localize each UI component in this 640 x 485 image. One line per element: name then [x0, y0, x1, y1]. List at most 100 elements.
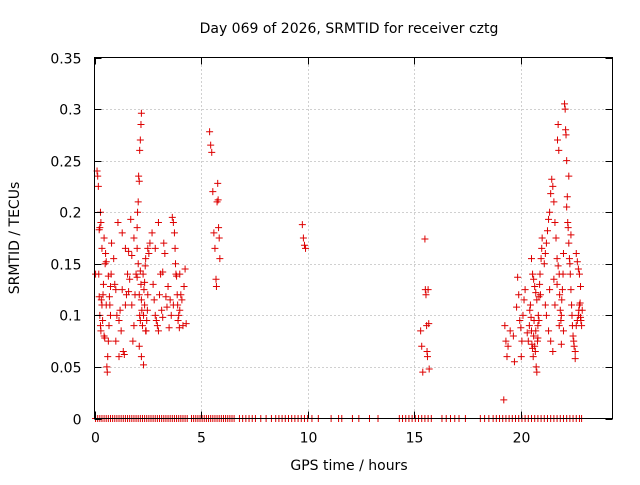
data-point-marker [112, 337, 120, 345]
data-point-marker [141, 262, 149, 270]
data-point-marker [163, 303, 171, 311]
data-point-marker [542, 311, 550, 319]
data-point-marker [529, 353, 537, 361]
data-point-marker [182, 320, 190, 328]
data-point-marker [165, 324, 173, 332]
data-point-marker [503, 353, 511, 361]
data-point-marker [532, 289, 540, 297]
data-point-marker [530, 332, 538, 340]
data-point-marker [106, 301, 114, 309]
data-point-marker [500, 396, 508, 404]
data-point-marker [535, 317, 543, 325]
data-point-marker [100, 234, 108, 242]
y-axis-label: SRMTID / TECUs [7, 182, 23, 295]
data-point-marker [175, 324, 183, 332]
data-point-marker [112, 286, 120, 294]
plot-frame [94, 57, 613, 419]
data-point-marker [509, 332, 517, 340]
data-point-marker [537, 255, 545, 263]
data-point-marker [116, 306, 124, 314]
data-point-marker [125, 247, 133, 255]
data-point-marker [140, 311, 148, 319]
data-point-marker [559, 327, 567, 335]
data-point-marker [557, 311, 565, 319]
data-point-marker [545, 327, 553, 335]
data-point-marker [98, 244, 106, 252]
data-point-marker [215, 234, 223, 242]
data-point-marker [118, 229, 126, 237]
x-tick-label: 15 [406, 431, 424, 447]
data-point-marker [548, 175, 556, 183]
data-point-marker [299, 234, 307, 242]
data-point-marker [97, 219, 105, 227]
data-point-marker [568, 311, 576, 319]
data-point-marker [136, 146, 144, 154]
data-point-marker [96, 224, 104, 232]
data-point-marker [562, 131, 570, 139]
data-point-marker [568, 301, 576, 309]
data-point-marker [567, 231, 575, 239]
data-point-marker [506, 327, 514, 335]
y-tick-label: 0.2 [59, 206, 81, 222]
data-point-marker [526, 301, 534, 309]
data-point-marker [114, 219, 122, 227]
data-point-marker [121, 301, 129, 309]
data-point-marker [134, 208, 142, 216]
data-point-marker [136, 136, 144, 144]
data-point-marker [421, 235, 429, 243]
tick-labels: 0 0.05 0.1 0.15 0.2 0.25 0.3 0.35 0 5 10 15 20 [50, 52, 530, 447]
data-point-marker [504, 342, 512, 350]
data-point-marker [113, 311, 121, 319]
data-point-marker [159, 268, 167, 276]
data-point-marker [151, 244, 159, 252]
data-point-marker [103, 368, 111, 376]
data-point-marker [161, 249, 169, 257]
data-point-marker [529, 270, 537, 278]
data-point-marker [95, 270, 103, 278]
data-point-marker [573, 258, 581, 266]
data-point-marker [174, 317, 182, 325]
data-point-marker [546, 286, 554, 294]
data-point-marker [559, 249, 567, 257]
data-point-marker [134, 198, 142, 206]
data-point-marker [566, 260, 574, 268]
data-point-marker [180, 282, 188, 290]
data-point-marker [501, 322, 509, 330]
data-point-marker [521, 286, 529, 294]
data-point-marker [546, 208, 554, 216]
data-point-marker [516, 317, 524, 325]
data-point-marker [572, 249, 580, 257]
data-point-marker [563, 193, 571, 201]
data-point-marker [146, 239, 154, 247]
data-point-marker [128, 252, 136, 260]
data-point-marker [417, 327, 425, 335]
data-point-marker [106, 311, 114, 319]
data-point-marker [117, 327, 125, 335]
data-point-marker [99, 291, 107, 299]
data-point-marker [578, 322, 586, 330]
data-point-marker [167, 311, 175, 319]
data-point-marker [212, 275, 220, 283]
data-point-marker [565, 172, 573, 180]
data-point-marker [550, 198, 558, 206]
data-point-marker [181, 265, 189, 273]
data-point-marker [136, 317, 144, 325]
data-point-marker [300, 241, 308, 249]
data-point-marker [170, 229, 178, 237]
grid-lines [94, 57, 613, 419]
data-point-marker [567, 286, 575, 294]
data-point-marker [557, 340, 565, 348]
data-point-marker [531, 342, 539, 350]
data-point-marker [143, 306, 151, 314]
data-point-marker [150, 296, 158, 304]
data-point-marker [136, 267, 144, 275]
data-point-marker [215, 224, 223, 232]
data-point-marker [566, 270, 574, 278]
data-point-marker [111, 280, 119, 288]
data-point-marker [137, 353, 145, 361]
data-point-marker [534, 322, 542, 330]
data-point-marker [132, 270, 140, 278]
data-point-marker [121, 244, 129, 252]
data-point-marker [126, 275, 134, 283]
data-point-marker [554, 262, 562, 270]
